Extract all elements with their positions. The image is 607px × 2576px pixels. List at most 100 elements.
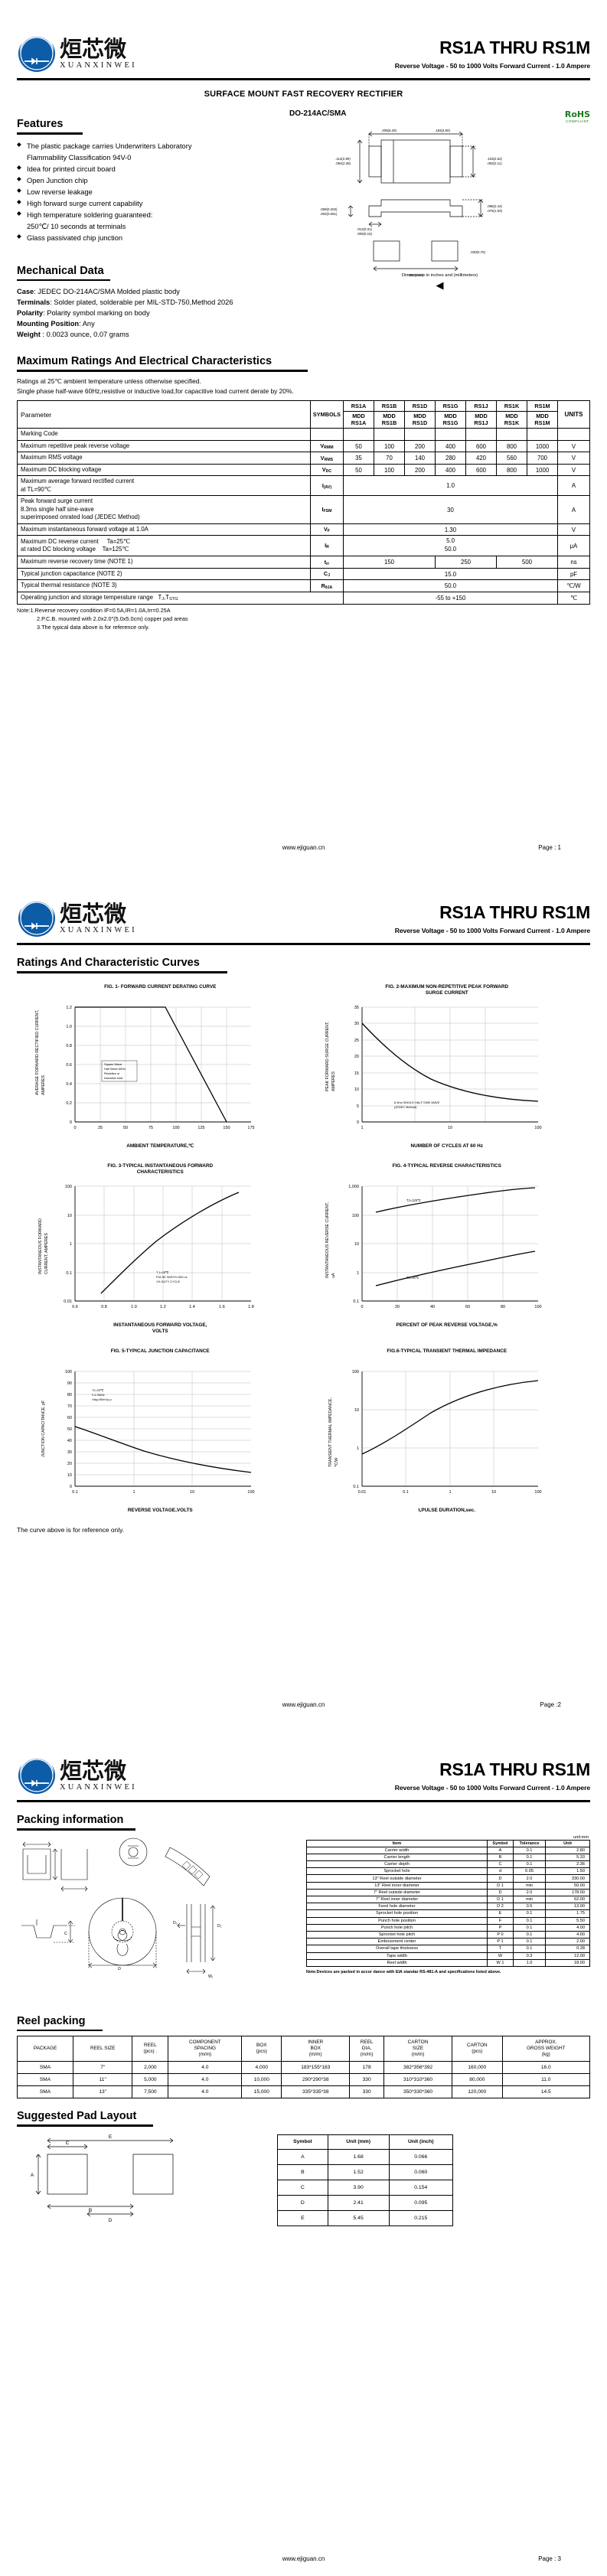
cell: 800 <box>496 439 527 453</box>
ratings-preamble: Ratings at 25℃ ambient temperature unles… <box>17 377 590 397</box>
cell-symbol: D <box>487 1874 514 1883</box>
svg-text:AMPERES: AMPERES <box>41 1074 46 1094</box>
svg-text:.076(1.93): .076(1.93) <box>487 209 503 213</box>
svg-text:0.4: 0.4 <box>66 1082 72 1087</box>
col-carton-size: CARTON SIZE (m/m) <box>383 2036 453 2062</box>
chart-fig1: FIG. 1- FORWARD CURRENT DERATING CURVE <box>17 981 304 1160</box>
marking-rs1j: MDD RS1J <box>465 411 497 429</box>
col-item: Item <box>306 1839 488 1847</box>
packing-units-label: unit:mm <box>573 1834 589 1840</box>
table-row: 13" Reel inner diameter D 1 min 50.00 <box>306 1881 590 1890</box>
col-reel-size: REEL SIZE <box>73 2036 133 2062</box>
cell: 200 <box>404 463 436 477</box>
logo-text-chinese: 烜芯微 <box>60 1757 127 1784</box>
cell-tol: 0.1 <box>513 1923 546 1932</box>
cell-symbol: B <box>487 1853 514 1862</box>
packing-section: Packing information <box>17 1813 590 1831</box>
svg-text:1.0: 1.0 <box>66 1025 72 1029</box>
svg-text:Resistive or: Resistive or <box>104 1071 120 1075</box>
table-row: Carrier width A 0.1 2.80 <box>306 1846 590 1854</box>
cell-unit: A <box>557 475 590 497</box>
footer-url: www.ejiguan.cn <box>282 2555 325 2562</box>
cell: 183*155*183 <box>281 2061 351 2074</box>
svg-text:.060(1.52): .060(1.52) <box>408 273 424 277</box>
cell-span: 1.0 <box>343 475 558 497</box>
part-rs1k: RS1K <box>496 400 527 412</box>
cell-span: 30 <box>343 495 558 524</box>
features-list: The plastic package carries Underwriters… <box>17 140 277 244</box>
ratings-preamble-line2: Single phase half-wave 60Hz,resistive or… <box>17 387 294 396</box>
svg-text:100: 100 <box>351 1214 358 1218</box>
row-iav-name: Maximum average forward rectified curren… <box>17 475 311 497</box>
chart-fig2: FIG. 2-MAXIMUM NON-REPETITIVE PEAK FORWA… <box>304 981 591 1160</box>
svg-text:0.2: 0.2 <box>66 1101 72 1106</box>
svg-text:0.01: 0.01 <box>357 1490 366 1495</box>
table-row: Punch hole pitch P 0.1 4.00 <box>306 1923 590 1932</box>
cell: 0.060 <box>388 2164 454 2180</box>
svg-text:0.6: 0.6 <box>72 1305 78 1309</box>
cell-unit: 18.00 <box>545 1958 590 1967</box>
note-2: 2.P.C.B. mounted with 2.0x2.0"(5.0x5.0cm… <box>37 615 188 623</box>
footer-page-number: Page :2 <box>540 1701 561 1708</box>
cell-tol: 0.1 <box>513 1853 546 1862</box>
cell-symbol: P 1 <box>487 1938 514 1946</box>
part-rs1j: RS1J <box>465 400 497 412</box>
table-row: Maximum reverse recovery time (NOTE 1) t… <box>17 556 590 569</box>
cell-tol: 0.1 <box>513 1916 546 1925</box>
row-vf-name: Maximum instantaneous forward voltage at… <box>17 523 311 536</box>
footer-url: www.ejiguan.cn <box>282 844 325 851</box>
chart-fig4: FIG. 4-TYPICAL REVERSE CHARACTERISTICS <box>304 1160 591 1345</box>
cell: 400 <box>435 439 466 453</box>
svg-text:25: 25 <box>354 1039 358 1043</box>
svg-text:15: 15 <box>354 1071 358 1076</box>
chart-fig6-title: FIG.6-TYPICAL TRANSIENT THERMAL IMPEDANC… <box>387 1348 507 1354</box>
cell: D <box>277 2194 328 2211</box>
svg-text:C: C <box>66 2141 70 2146</box>
mech-row: Mounting Position: Any <box>17 319 277 330</box>
svg-text:35: 35 <box>354 1006 358 1010</box>
svg-text:.008(0.203): .008(0.203) <box>320 207 338 211</box>
cell-unit: 5.33 <box>545 1853 590 1862</box>
table-row: Sprocket hole d 0.05 1.50 <box>306 1867 590 1876</box>
svg-text:10: 10 <box>354 1242 358 1247</box>
page-1-footer: www.ejiguan.cn Page : 1 <box>0 844 607 851</box>
cell-item: Carrier width <box>306 1846 488 1854</box>
table-row: C 3.90 0.154 <box>277 2179 454 2196</box>
row-vrms-name: Maximum RMS voltage <box>17 452 311 465</box>
svg-text:PEAK FORWARD SURGE CURRENT,: PEAK FORWARD SURGE CURRENT, <box>325 1021 330 1091</box>
mechanical-underline <box>17 279 110 282</box>
svg-text:.096(2.44): .096(2.44) <box>487 204 503 208</box>
cell-tol: min <box>513 1895 546 1904</box>
svg-text:125: 125 <box>197 1126 204 1130</box>
svg-text:75: 75 <box>148 1126 153 1130</box>
svg-text:(JEDEC Method): (JEDEC Method) <box>394 1105 417 1109</box>
svg-text:100: 100 <box>172 1126 179 1130</box>
cell-item: Sprocket hole position <box>306 1909 488 1918</box>
cell: 14.5 <box>501 2085 591 2098</box>
cell-unit: 13.00 <box>545 1903 590 1911</box>
cell-unit: A <box>557 495 590 524</box>
pad-section: Suggested Pad Layout <box>17 2109 590 2127</box>
curves-heading: Ratings And Characteristic Curves <box>17 957 200 969</box>
svg-text:8.3ms SINGLE HALF SINE-WAVE: 8.3ms SINGLE HALF SINE-WAVE <box>394 1101 440 1104</box>
cell: 5.45 <box>327 2209 390 2226</box>
features-section: Features <box>17 117 277 135</box>
svg-text:.208(5.28): .208(5.28) <box>381 129 397 132</box>
cell-item: Carrier length <box>306 1853 488 1862</box>
list-item: High temperature soldering guaranteed: <box>17 209 277 221</box>
svg-text:0.1: 0.1 <box>72 1490 78 1495</box>
cell: 0.066 <box>388 2149 454 2166</box>
cell: E <box>277 2209 328 2226</box>
svg-text:80: 80 <box>67 1393 72 1397</box>
svg-text:W₁: W₁ <box>208 1974 214 1979</box>
cell-symbol: D 1 <box>487 1881 514 1890</box>
cell-symbol: W <box>487 1952 514 1960</box>
cell: 7" <box>73 2061 133 2074</box>
cell-item: Embossment center <box>306 1938 488 1946</box>
svg-text:.083(2.11): .083(2.11) <box>487 161 502 165</box>
table-row: Maximum RMS voltage VRMS 35 70 140 280 4… <box>17 452 590 465</box>
cell-item: Carrier depth <box>306 1860 488 1869</box>
row-vdc-name: Maximum DC blocking voltage <box>17 463 311 477</box>
col-symbols: SYMBOLS <box>309 400 344 429</box>
cell-symbol: d <box>487 1867 514 1876</box>
